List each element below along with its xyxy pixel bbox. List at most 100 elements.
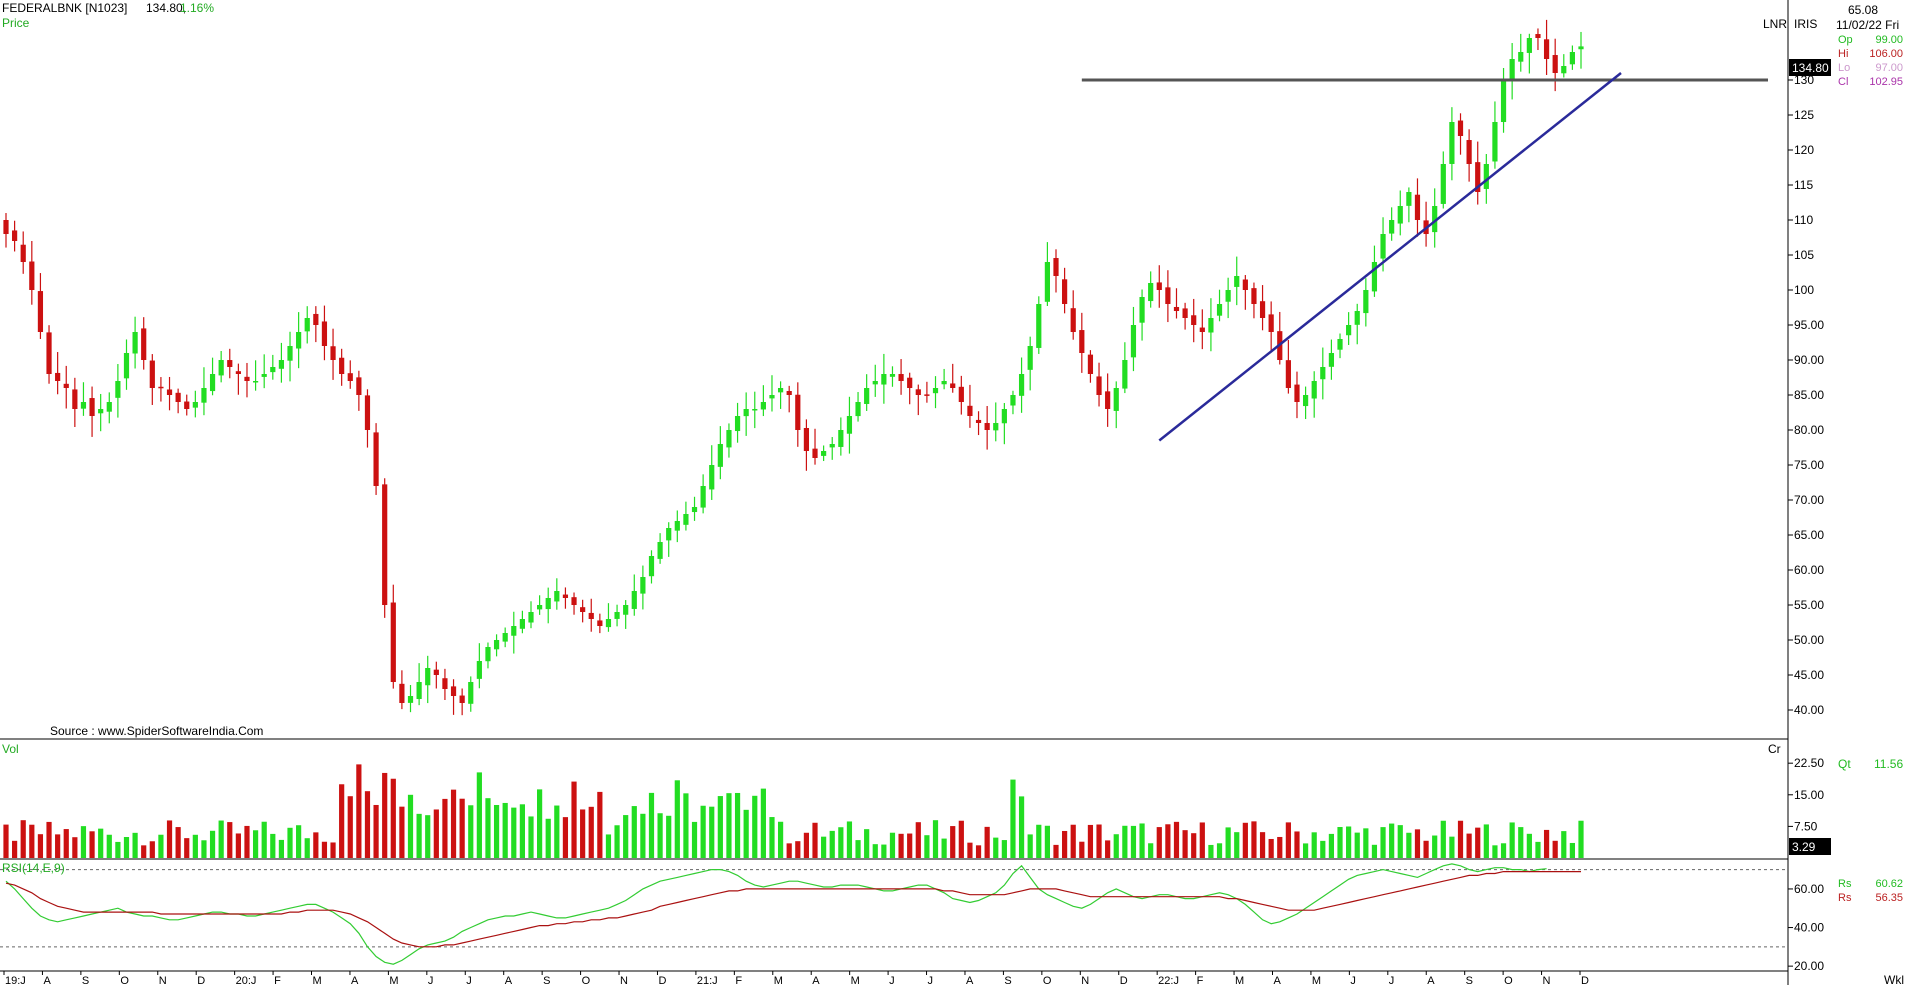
volume-bar xyxy=(407,794,414,858)
candle-body xyxy=(1449,122,1455,164)
volume-bar xyxy=(1079,841,1085,858)
volume-bar xyxy=(37,834,44,858)
iris-label[interactable]: IRIS xyxy=(1794,17,1817,31)
time-tick-label: O xyxy=(1504,975,1513,987)
candle-body xyxy=(1414,194,1421,220)
volume-bar xyxy=(1277,836,1283,858)
volume-bar xyxy=(674,780,680,858)
candle-body xyxy=(1036,304,1042,348)
timeframe-label[interactable]: Wkl xyxy=(1884,973,1904,987)
time-tick-label: M xyxy=(851,975,860,987)
volume-bar xyxy=(1569,842,1575,858)
volume-bar xyxy=(1139,823,1145,858)
volume-bar xyxy=(63,829,69,858)
volume-pane-label: Vol xyxy=(2,742,19,756)
candle-body xyxy=(1561,66,1567,74)
volume-bar xyxy=(106,834,112,858)
time-tick-label: A xyxy=(1427,975,1435,987)
candle-body xyxy=(1234,276,1240,287)
volume-bar xyxy=(975,845,982,858)
volume-bar xyxy=(1311,832,1317,858)
candle-body xyxy=(1191,315,1197,325)
candle-body xyxy=(1079,330,1085,353)
volume-bar xyxy=(562,817,569,858)
volume-bar xyxy=(244,825,250,858)
candle-body xyxy=(700,486,706,508)
candle-body xyxy=(623,605,629,615)
candle-body xyxy=(1027,346,1033,370)
volume-bar xyxy=(1302,843,1309,858)
volume-bar xyxy=(313,832,319,858)
candle-body xyxy=(605,619,612,628)
volume-bar xyxy=(846,821,853,858)
candle-body xyxy=(855,402,861,417)
ohlc-label-cl: Cl xyxy=(1838,76,1848,88)
volume-bar xyxy=(1423,840,1429,858)
candle-body xyxy=(932,388,939,394)
volume-badge: 3.29 xyxy=(1789,838,1831,855)
price-tick-label: 80.00 xyxy=(1794,423,1824,437)
price-tick-label: 95.00 xyxy=(1794,318,1824,332)
candle-body xyxy=(227,360,233,367)
candle-body xyxy=(1380,234,1386,259)
candle-body xyxy=(476,661,482,679)
volume-bar xyxy=(209,830,216,858)
volume-bar xyxy=(786,843,792,858)
candle-body xyxy=(1432,206,1438,233)
time-tick-label: 20:J xyxy=(236,975,257,987)
candle-body xyxy=(1337,339,1343,350)
candle-body xyxy=(459,695,465,703)
candle-body xyxy=(777,388,784,393)
volume-bar xyxy=(864,829,870,858)
volume-bar xyxy=(511,807,517,858)
candle-body xyxy=(1062,279,1068,304)
volume-bar xyxy=(855,840,861,858)
candle-body xyxy=(1492,122,1498,162)
candle-body xyxy=(1105,391,1111,409)
time-tick-label: M xyxy=(1312,975,1321,987)
candle-body xyxy=(235,371,241,374)
candle-body xyxy=(657,542,663,559)
candle-body xyxy=(1268,314,1274,332)
time-tick-label: M xyxy=(389,975,398,987)
volume-bar xyxy=(1526,833,1532,858)
candle-body xyxy=(270,367,276,373)
volume-bar xyxy=(55,834,61,858)
volume-bar xyxy=(717,796,723,858)
volume-bar xyxy=(46,821,52,858)
candle-body xyxy=(278,360,285,369)
candle-body xyxy=(967,405,973,416)
volume-bar xyxy=(184,838,190,858)
candle-body xyxy=(425,668,431,686)
volume-bar xyxy=(657,813,663,858)
volume-bar xyxy=(1148,843,1154,858)
volume-bar xyxy=(476,772,482,858)
time-tick-label: A xyxy=(966,975,974,987)
candle-body xyxy=(519,619,525,629)
candle-body xyxy=(1397,206,1403,224)
volume-bar xyxy=(89,831,95,858)
volume-bar xyxy=(795,841,801,858)
candle-body xyxy=(984,423,990,430)
volume-bar xyxy=(571,781,577,858)
candle-body xyxy=(1354,311,1360,325)
candle-body xyxy=(1294,384,1300,402)
volume-bar xyxy=(1475,827,1481,858)
price-axis: 40.00 45.00 50.00 55.00 60.00 65.00 70.00 75.00… xyxy=(1788,73,1824,717)
candle-body xyxy=(37,291,44,332)
volume-bar xyxy=(1268,838,1274,858)
candle-body xyxy=(786,391,792,395)
ohlc-label-op: Op xyxy=(1838,34,1853,46)
volume-bar xyxy=(1337,827,1343,858)
lnr-label[interactable]: LNR xyxy=(1763,17,1787,31)
candle-body xyxy=(915,389,921,395)
candle-body xyxy=(1225,290,1231,302)
annotations xyxy=(1081,72,1768,442)
volume-bar xyxy=(554,805,560,858)
volume-bar xyxy=(932,820,939,858)
time-tick-label: J xyxy=(466,975,472,987)
price-tick-label: 125 xyxy=(1794,108,1814,122)
time-tick-label: A xyxy=(351,975,359,987)
candle-body xyxy=(46,332,52,374)
